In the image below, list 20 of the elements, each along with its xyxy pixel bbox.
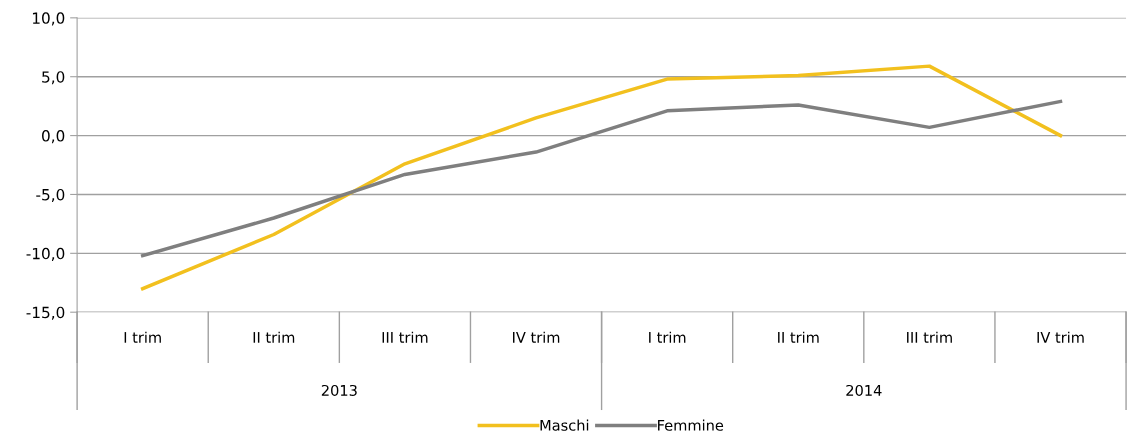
line-series [140, 64, 1063, 291]
line-series [140, 99, 1063, 258]
x-tick-label: II trim [778, 331, 819, 343]
text: 2013 [321, 384, 357, 396]
text: 2014 [846, 384, 882, 396]
x-tick-label: II trim [253, 331, 295, 343]
x-tick-label: III trim [907, 331, 952, 343]
x-tick-label: I trim [649, 331, 686, 343]
x-tick-label: I trim [124, 331, 161, 343]
y-tick-label: 0,0 [42, 130, 65, 144]
x-tick-label: IV trim [513, 331, 560, 343]
y-tick-label: -10,0 [26, 247, 65, 261]
x-tick-label: IV trim [1037, 331, 1084, 343]
legend-label: Maschi [540, 419, 589, 431]
y-tick-label: -15,0 [26, 306, 65, 320]
x-tick-label: III trim [382, 331, 428, 343]
legend-label: Femmine [658, 419, 724, 431]
y-tick-label: -5,0 [36, 188, 65, 203]
y-tick-label: 10,0 [32, 12, 65, 26]
y-tick-label: 5,0 [42, 71, 65, 85]
